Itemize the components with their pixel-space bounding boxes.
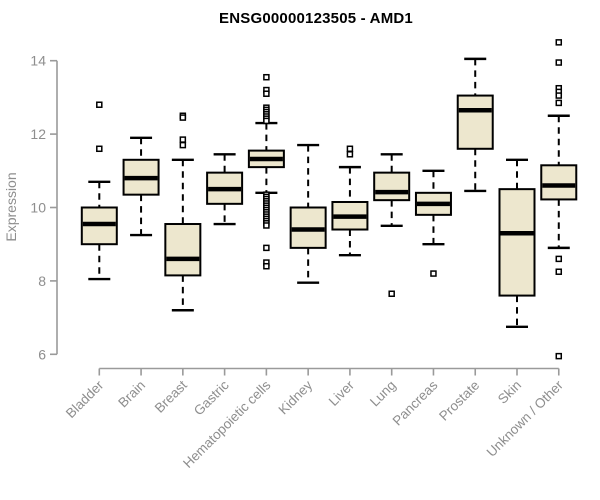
outlier-point — [555, 99, 563, 107]
box-hematopoietic-cells — [247, 73, 285, 270]
outlier-point — [555, 255, 563, 263]
box-bladder — [80, 101, 118, 281]
iqr-box — [498, 188, 536, 297]
outlier-point — [346, 151, 354, 158]
x-tick-label-gastric: Gastric — [191, 377, 232, 418]
outlier-point — [263, 262, 270, 270]
box-prostate — [456, 57, 494, 193]
iqr-box — [456, 94, 494, 150]
iqr-box — [164, 223, 202, 277]
x-tick-label-lung: Lung — [367, 378, 399, 410]
box-skin — [498, 158, 536, 328]
outlier-point — [346, 145, 354, 153]
outlier-point — [388, 290, 395, 297]
iqr-box — [373, 171, 411, 202]
x-tick-label-brain: Brain — [115, 378, 148, 411]
outlier-point — [430, 270, 437, 277]
box-gastric — [206, 153, 244, 226]
box-pancreas — [414, 169, 452, 277]
box-kidney — [289, 143, 327, 284]
x-tick-label-bladder: Bladder — [63, 377, 107, 421]
x-tick-label-skin: Skin — [495, 378, 524, 407]
box-breast — [164, 112, 202, 312]
box-liver — [331, 145, 369, 257]
outlier-point — [555, 268, 563, 275]
outlier-point — [263, 244, 270, 252]
y-tick-label: 10 — [30, 200, 46, 216]
outlier-point — [263, 90, 270, 97]
outlier-point — [96, 101, 103, 108]
outlier-point — [263, 117, 270, 125]
y-tick-label: 14 — [30, 53, 46, 69]
y-tick-label: 8 — [38, 273, 46, 289]
box-brain — [122, 136, 160, 237]
chart-title: ENSG00000123505 - AMD1 — [219, 10, 413, 27]
outlier-point — [263, 73, 270, 81]
outlier-point — [96, 145, 103, 153]
outlier-point — [179, 136, 187, 143]
x-tick-label-unknown-other: Unknown / Other — [484, 377, 567, 460]
x-tick-label-liver: Liver — [326, 377, 358, 409]
x-tick-label-pancreas: Pancreas — [390, 377, 441, 428]
iqr-box — [540, 164, 578, 201]
y-tick-label: 12 — [30, 126, 46, 142]
outlier-point — [555, 59, 563, 66]
y-tick-label: 6 — [38, 346, 46, 362]
box-unknown-other — [540, 39, 578, 360]
x-tick-label-breast: Breast — [152, 377, 190, 415]
y-axis-title: Expression — [3, 172, 19, 242]
outlier-point — [179, 141, 187, 149]
outlier-point — [555, 39, 563, 46]
outlier-point — [263, 222, 270, 229]
box-lung — [373, 153, 411, 297]
x-tick-label-prostate: Prostate — [436, 378, 482, 424]
outlier-point — [555, 352, 563, 360]
outlier-point — [179, 114, 187, 121]
x-tick-label-kidney: Kidney — [275, 377, 315, 417]
outlier-point — [555, 92, 563, 99]
